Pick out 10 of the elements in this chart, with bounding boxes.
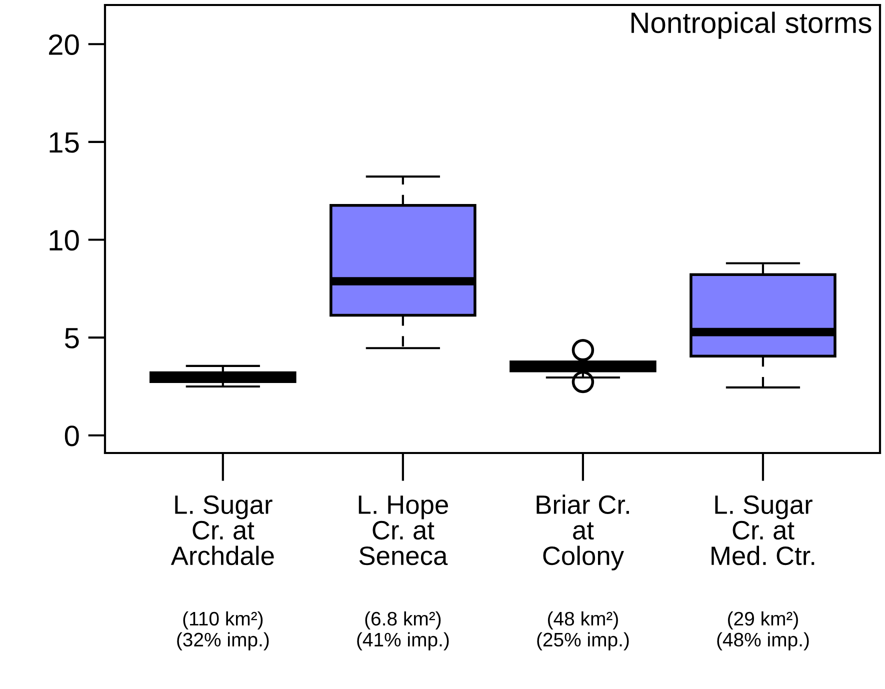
chart-title: Nontropical storms [632,12,872,39]
category-label: L. Sugar Cr. at Med. Ctr. (29 km²) (48% imp.) [712,495,814,650]
y-tick-label: 5 [64,328,79,348]
y-tick-label: 10 [50,230,79,251]
y-tick-label: 0 [64,426,79,446]
category-label: L. Sugar Cr. at Archdale (110 km²) (32% imp.) [170,495,274,650]
category-label: Briar Cr. at Colony (48 km²) (25% imp.) [536,494,629,650]
category-label: L. Hope Cr. at Seneca (6.8 km²) (41% imp.) [357,496,449,650]
y-tick-label: 15 [50,132,79,153]
y-tick-label: 20 [49,34,79,55]
